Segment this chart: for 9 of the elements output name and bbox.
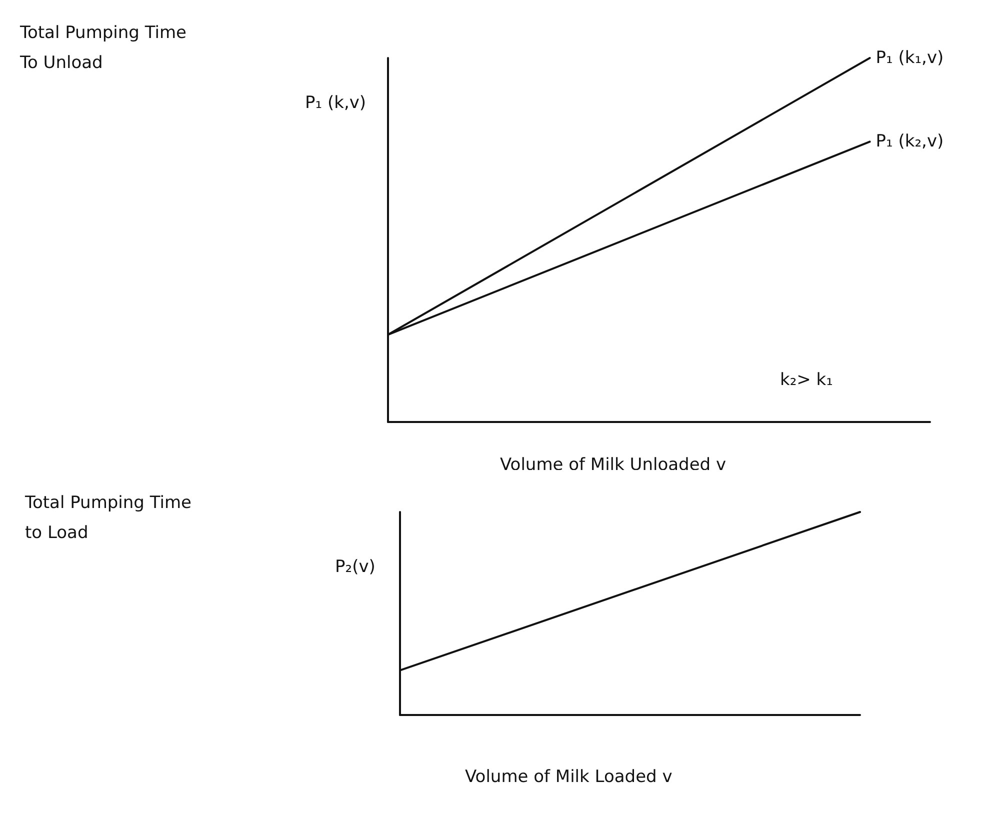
text: P₁ (k,v) — [305, 93, 366, 113]
y-axis-title: Total Pumping Time to Load — [24, 493, 192, 543]
annotation: P₂(v) — [335, 557, 376, 577]
x-axis-title: Volume of Milk Unloaded v — [500, 455, 726, 475]
annotation: k₂> k₁ — [780, 370, 833, 390]
series-label: P₁ (k₁,v) — [876, 48, 944, 68]
y-axis-title: Total Pumping Time To Unload — [19, 23, 186, 73]
x-axis-title: Volume of Milk Loaded v — [465, 767, 672, 787]
series-label: P₁ (k₂,v) — [876, 132, 944, 152]
